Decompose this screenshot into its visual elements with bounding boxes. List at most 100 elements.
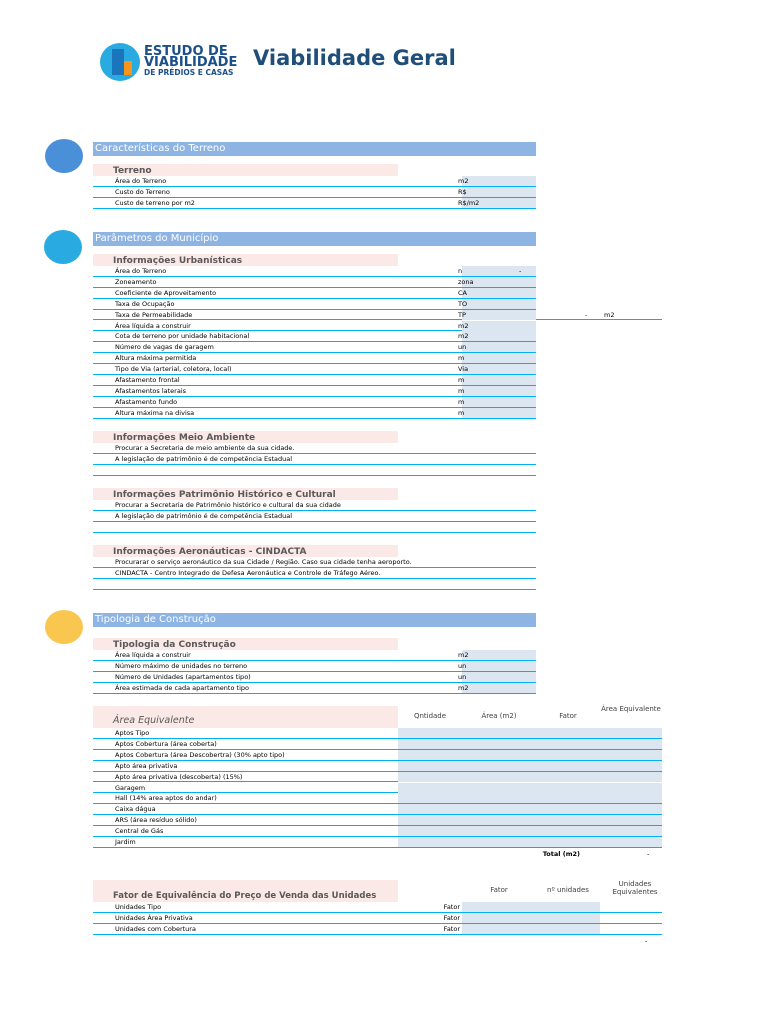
row-unit: TO bbox=[458, 299, 468, 308]
row-unit: zona bbox=[458, 277, 474, 286]
section-header: Características do Terreno bbox=[93, 142, 536, 156]
row-unit: CA bbox=[458, 288, 467, 297]
row: Unidades Tipo Fator bbox=[93, 902, 662, 913]
row: Taxa de Permeabilidade TP - m2 bbox=[93, 309, 662, 321]
input-cell bbox=[462, 309, 536, 320]
input-cell bbox=[398, 738, 662, 749]
group-header: Terreno bbox=[93, 164, 398, 176]
row-label: Zoneamento bbox=[115, 277, 157, 286]
row bbox=[93, 465, 536, 476]
row-label: Cota de terreno por unidade habitacional bbox=[115, 332, 250, 341]
input-cell bbox=[398, 837, 662, 847]
row: Área do Terreno n - bbox=[93, 266, 536, 277]
row-unit: Fator bbox=[443, 903, 460, 911]
row-label: Área líquida a construir bbox=[115, 651, 191, 659]
row: Garagem bbox=[93, 782, 662, 794]
row-label: Aptos Cobertura (área Descobertra) (30% … bbox=[115, 750, 285, 759]
row-label: Afastamento frontal bbox=[115, 376, 180, 384]
row: Tipo de Via (arterial, coletora, local) V… bbox=[93, 364, 536, 375]
total-label: Total (m2) bbox=[542, 849, 580, 858]
row: Procurarar o serviço aeronáutico da sua … bbox=[93, 557, 536, 568]
row-label: A legislação de patrimônio é de competên… bbox=[115, 454, 293, 463]
input-cell bbox=[398, 771, 662, 782]
row-label: Unidades Área Privativa bbox=[115, 913, 193, 922]
row-label: Coeficiente de Aproveitamento bbox=[115, 288, 217, 297]
row-label: Área estimada de cada apartamento tipo bbox=[115, 683, 249, 692]
row-label: Aptos Cobertura (área coberta) bbox=[115, 739, 217, 748]
input-cell bbox=[462, 671, 536, 682]
total-value: - bbox=[645, 936, 648, 945]
column-header: Área Equivalente bbox=[601, 705, 661, 713]
row: Procurar a Secretaria de meio ambiente d… bbox=[93, 443, 536, 454]
input-cell bbox=[462, 660, 536, 671]
row-label: Unidades Tipo bbox=[115, 903, 162, 911]
input-cell bbox=[462, 912, 600, 923]
row-unit: un bbox=[458, 661, 467, 670]
row: Área do Terreno m2 bbox=[93, 176, 536, 187]
input-cell bbox=[462, 176, 536, 186]
row: Afastamento fundo m bbox=[93, 396, 536, 408]
row-label: Hall (14% area aptos do andar) bbox=[115, 794, 217, 803]
table-header: Área Equivalente bbox=[93, 706, 398, 728]
row: Jardim bbox=[93, 837, 662, 848]
row: Unidades Área Privativa Fator bbox=[93, 912, 662, 924]
section-header: Tipologia de Construção bbox=[93, 613, 536, 627]
table-header: Fator de Equivalência do Preço de Venda … bbox=[93, 880, 398, 902]
row-label: CINDACTA - Centro Integrado de Defesa Ae… bbox=[115, 568, 381, 577]
row-label: Unidades com Cobertura bbox=[115, 924, 196, 933]
input-cell bbox=[398, 793, 662, 804]
row-unit: m bbox=[458, 408, 465, 417]
row: Custo do Terreno R$ bbox=[93, 186, 536, 198]
input-cell bbox=[462, 407, 536, 418]
brand-line: VIABILIDADE bbox=[144, 55, 238, 70]
group-header: Tipologia da Construção bbox=[93, 638, 398, 650]
row-label: Jardim bbox=[115, 838, 136, 846]
row-label: Apto área privativa bbox=[115, 761, 178, 770]
row: Aptos Cobertura (área Descobertra) (30% … bbox=[93, 749, 662, 761]
input-cell bbox=[462, 650, 536, 660]
section-icon bbox=[44, 230, 82, 264]
row-unit: m2 bbox=[458, 683, 469, 692]
input-cell bbox=[462, 197, 536, 208]
row: Hall (14% area aptos do andar) bbox=[93, 793, 662, 805]
input-cell bbox=[462, 375, 536, 385]
row-label: Procurar a Secretaria de Patrimônio hist… bbox=[115, 501, 341, 509]
row-label: Altura máxima permitida bbox=[115, 354, 197, 363]
input-cell bbox=[462, 902, 600, 912]
row: Apto área privativa bbox=[93, 760, 662, 772]
row-unit: TP bbox=[458, 310, 466, 319]
row-label: Taxa de Ocupação bbox=[115, 299, 175, 308]
row: Cota de terreno por unidade habitacional… bbox=[93, 331, 536, 343]
input-cell bbox=[462, 331, 536, 342]
row: A legislação de patrimônio é de competên… bbox=[93, 454, 536, 465]
input-cell bbox=[398, 728, 662, 738]
column-header: nº unidades bbox=[547, 886, 589, 894]
row-label: Garagem bbox=[115, 783, 146, 792]
row: Número de vagas de garagem un bbox=[93, 342, 536, 354]
row-label: Procurar a Secretaria de meio ambiente d… bbox=[115, 444, 295, 452]
row-label: Procurarar o serviço aeronáutico da sua … bbox=[115, 558, 412, 566]
group-header: Informações Aeronáuticas - CINDACTA bbox=[93, 545, 398, 557]
row-label: Taxa de Permeabilidade bbox=[115, 310, 193, 319]
row-label: Custo de terreno por m2 bbox=[115, 198, 195, 207]
row-unit: R$/m2 bbox=[458, 198, 480, 207]
group-header: Informações Patrimônio Histórico e Cultu… bbox=[93, 488, 398, 500]
input-cell bbox=[462, 266, 536, 276]
column-header: Fator bbox=[559, 712, 577, 720]
logo-text: ESTUDO DE VIABILIDADE DE PRÉDIOS E CASAS bbox=[144, 45, 238, 77]
row: Aptos Tipo bbox=[93, 728, 662, 739]
input-cell bbox=[462, 923, 600, 934]
section-icon bbox=[45, 610, 83, 644]
row: Caixa dágua bbox=[93, 804, 662, 816]
row-label: Tipo de Via (arterial, coletora, local) bbox=[115, 365, 232, 374]
row-label: Afastamento fundo bbox=[115, 397, 178, 406]
row-unit: n bbox=[458, 267, 463, 275]
input-cell bbox=[462, 276, 536, 287]
row: Altura máxima permitida m bbox=[93, 353, 536, 365]
input-cell bbox=[398, 749, 662, 760]
row-unit: m2 bbox=[458, 651, 469, 659]
row-label: Área do Terreno bbox=[115, 177, 167, 185]
row-label: ARS (área resíduo sólido) bbox=[115, 816, 197, 825]
row-unit: un bbox=[458, 343, 467, 352]
row: Procurar a Secretaria de Patrimônio hist… bbox=[93, 500, 536, 511]
